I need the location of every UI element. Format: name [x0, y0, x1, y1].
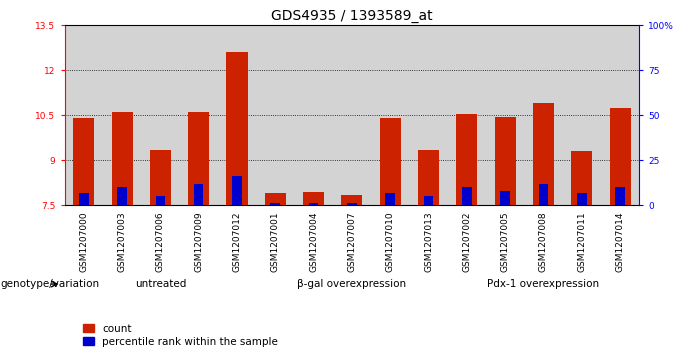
Bar — [232, 176, 242, 205]
Text: GSM1207008: GSM1207008 — [539, 212, 548, 272]
Bar — [265, 193, 286, 205]
Bar — [539, 184, 548, 205]
Text: GSM1207009: GSM1207009 — [194, 212, 203, 272]
Title: GDS4935 / 1393589_at: GDS4935 / 1393589_at — [271, 9, 432, 23]
Bar — [418, 150, 439, 205]
Text: GSM1207002: GSM1207002 — [462, 212, 471, 272]
Bar — [500, 191, 510, 205]
Bar — [309, 203, 318, 205]
Text: GSM1207000: GSM1207000 — [80, 212, 88, 272]
Text: GSM1207011: GSM1207011 — [577, 212, 586, 272]
Text: GSM1207014: GSM1207014 — [615, 212, 624, 272]
Bar — [188, 112, 209, 205]
Bar — [347, 203, 357, 205]
Bar — [156, 196, 165, 205]
Bar — [615, 187, 625, 205]
Bar — [571, 151, 592, 205]
Text: untreated: untreated — [135, 279, 186, 289]
Text: β-gal overexpression: β-gal overexpression — [297, 279, 407, 289]
Bar — [424, 196, 433, 205]
Bar — [609, 108, 630, 205]
Text: GSM1207003: GSM1207003 — [118, 212, 126, 272]
Text: GSM1207006: GSM1207006 — [156, 212, 165, 272]
Text: GSM1207001: GSM1207001 — [271, 212, 279, 272]
Bar — [456, 114, 477, 205]
Text: Pdx-1 overexpression: Pdx-1 overexpression — [488, 279, 600, 289]
Bar — [494, 117, 515, 205]
Bar — [271, 203, 280, 205]
Text: GSM1207013: GSM1207013 — [424, 212, 433, 272]
Text: GSM1207010: GSM1207010 — [386, 212, 394, 272]
Bar — [533, 103, 554, 205]
Bar — [117, 187, 127, 205]
Bar — [379, 118, 401, 205]
Bar — [303, 192, 324, 205]
Legend: count, percentile rank within the sample: count, percentile rank within the sample — [84, 324, 278, 347]
Bar — [194, 184, 203, 205]
Bar — [226, 52, 248, 205]
Text: GSM1207005: GSM1207005 — [500, 212, 509, 272]
Text: genotype/variation: genotype/variation — [1, 279, 100, 289]
Text: GSM1207007: GSM1207007 — [347, 212, 356, 272]
Bar — [462, 187, 472, 205]
Bar — [112, 112, 133, 205]
Bar — [150, 150, 171, 205]
Bar — [79, 192, 88, 205]
Bar — [386, 192, 395, 205]
Bar — [577, 192, 587, 205]
Bar — [73, 118, 95, 205]
Text: GSM1207004: GSM1207004 — [309, 212, 318, 272]
Bar — [341, 195, 362, 205]
Text: GSM1207012: GSM1207012 — [233, 212, 241, 272]
